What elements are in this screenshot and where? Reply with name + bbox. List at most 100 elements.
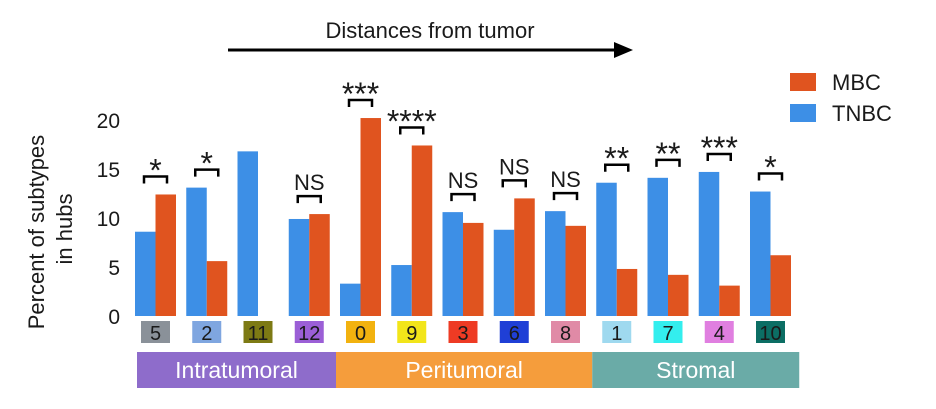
- bar-tnbc-cluster-0: [340, 283, 361, 316]
- y-axis-label: Percent of subtypes in hubs: [24, 129, 77, 330]
- significance-bracket: [296, 194, 322, 204]
- significance-bracket: [194, 168, 220, 177]
- significance-bracket: [450, 192, 476, 202]
- y-tick-label: 20: [97, 110, 120, 133]
- category-label-6: 6: [509, 323, 520, 345]
- bar-mbc-cluster-7: [668, 274, 689, 316]
- significance-label: ***: [342, 76, 379, 112]
- bar-mbc-cluster-4: [719, 285, 740, 316]
- category-swatch-3: [448, 321, 478, 343]
- significance-label: *: [764, 150, 776, 186]
- category-label-0: 0: [355, 323, 366, 345]
- significance-bracket: [552, 191, 579, 201]
- bar-mbc-cluster-6: [514, 198, 535, 316]
- significance-label: NS: [294, 170, 325, 195]
- region-label-stromal: Stromal: [656, 357, 735, 383]
- category-label-2: 2: [201, 323, 212, 345]
- y-axis-ticks: 0 5 10 15 20: [97, 110, 120, 329]
- significance-label: NS: [550, 167, 581, 192]
- category-label-12: 12: [298, 323, 320, 345]
- bar-mbc-cluster-12: [309, 214, 330, 316]
- category-label-8: 8: [560, 323, 571, 345]
- significance-label: NS: [448, 168, 479, 193]
- region-band-peritumoral: [336, 352, 593, 388]
- bar-tnbc-cluster-11: [237, 151, 258, 316]
- category-labels: 5 2 11 12 0 9 3 6 8 1 7 4 10: [141, 321, 785, 345]
- bar-tnbc-cluster-1: [596, 182, 617, 316]
- bar-tnbc-cluster-2: [186, 187, 207, 316]
- y-axis-label-line-2: in hubs: [52, 194, 77, 265]
- category-label-4: 4: [714, 323, 725, 345]
- bar-tnbc-cluster-9: [391, 265, 412, 316]
- category-label-1: 1: [611, 323, 622, 345]
- category-label-9: 9: [406, 323, 417, 345]
- y-axis-label-line-1: Percent of subtypes: [24, 135, 49, 329]
- significance-bracket: [655, 158, 681, 167]
- significance-label: **: [604, 141, 629, 177]
- category-label-7: 7: [662, 323, 673, 345]
- significance-bracket: [757, 172, 784, 181]
- bar-tnbc-cluster-7: [647, 177, 668, 316]
- region-label-peritumoral: Peritumoral: [405, 357, 523, 383]
- category-swatch-9: [397, 321, 427, 343]
- bar-mbc-cluster-9: [411, 145, 433, 316]
- bars: [135, 118, 791, 316]
- category-swatch-8: [551, 321, 580, 343]
- bar-mbc-cluster-5: [155, 194, 176, 316]
- significance-bracket: [604, 163, 630, 172]
- significance-label: NS: [499, 154, 530, 179]
- category-swatch-6: [499, 321, 529, 343]
- region-band-stromal: [592, 352, 800, 388]
- arrow-label: Distances from tumor: [325, 18, 534, 43]
- significance-bracket: [501, 179, 527, 188]
- region-bands: Intratumoral Peritumoral Stromal: [137, 352, 800, 388]
- significance-label: **: [656, 136, 681, 172]
- y-tick-label: 10: [97, 208, 120, 231]
- significance-label: ***: [701, 130, 738, 166]
- significance-bracket: [142, 175, 169, 184]
- significance-bracket: [347, 98, 374, 108]
- significance-label: ****: [387, 103, 437, 139]
- bar-mbc-cluster-3: [463, 222, 484, 316]
- region-band-intratumoral: [137, 352, 336, 388]
- category-swatch-11: [243, 321, 273, 343]
- legend-label-mbc: MBC: [832, 70, 881, 95]
- legend-label-tnbc: TNBC: [832, 101, 892, 126]
- y-tick-label: 0: [108, 306, 120, 329]
- bar-mbc-cluster-0: [360, 118, 381, 316]
- bar-tnbc-cluster-3: [442, 212, 463, 316]
- bar-tnbc-cluster-4: [698, 171, 720, 316]
- category-label-10: 10: [759, 323, 781, 345]
- category-label-11: 11: [248, 323, 269, 345]
- y-tick-label: 5: [108, 257, 120, 280]
- significance-label: *: [149, 152, 161, 188]
- region-label-intratumoral: Intratumoral: [175, 357, 298, 383]
- legend: MBC TNBC: [790, 70, 892, 126]
- legend-swatch-mbc: [790, 73, 816, 91]
- significance-bracket: [706, 152, 732, 161]
- category-label-5: 5: [150, 323, 161, 345]
- bar-mbc-cluster-1: [616, 268, 638, 316]
- legend-swatch-tnbc: [790, 104, 816, 122]
- category-swatch-5: [141, 321, 170, 343]
- category-label-3: 3: [457, 323, 468, 345]
- category-swatch-4: [704, 321, 734, 343]
- y-tick-label: 15: [97, 159, 120, 182]
- bar-tnbc-cluster-6: [493, 229, 515, 316]
- category-swatch-12: [294, 321, 324, 343]
- bar-tnbc-cluster-8: [545, 211, 566, 316]
- category-swatch-2: [192, 321, 222, 343]
- bar-tnbc-cluster-12: [288, 218, 310, 316]
- category-swatch-1: [602, 321, 632, 343]
- significance-label: *: [201, 146, 213, 182]
- bar-mbc-cluster-2: [206, 261, 228, 316]
- bar-tnbc-cluster-5: [135, 231, 156, 316]
- category-swatch-10: [756, 321, 785, 343]
- significance-bracket: [399, 126, 425, 135]
- bar-mbc-cluster-8: [565, 225, 586, 316]
- category-swatch-7: [653, 321, 683, 343]
- bar-tnbc-cluster-10: [750, 191, 771, 316]
- bar-mbc-cluster-10: [770, 255, 791, 316]
